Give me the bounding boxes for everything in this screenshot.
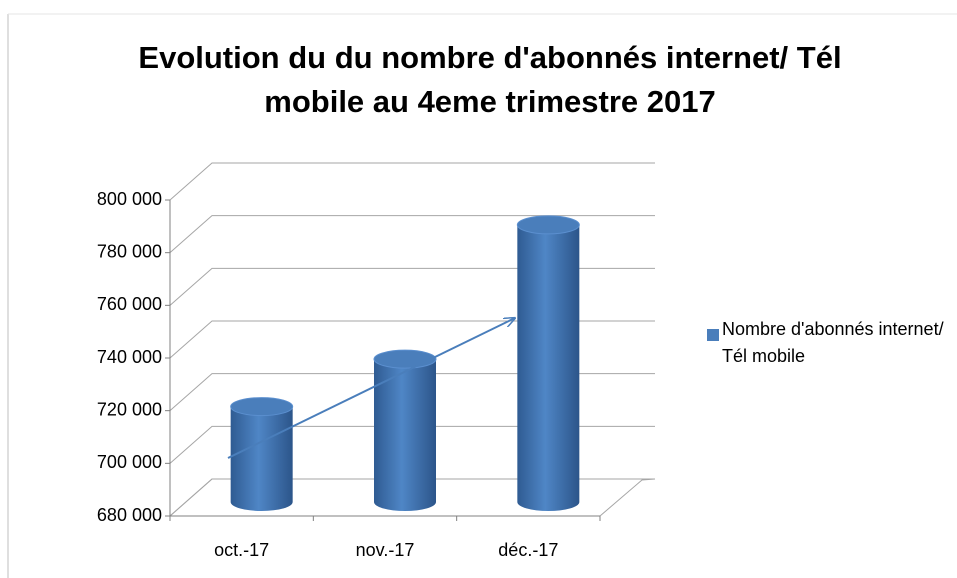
grid-line (169, 267, 655, 306)
grid-line (169, 478, 655, 517)
cylinder-top (516, 215, 580, 235)
y-tick-label: 700 000 (97, 452, 162, 472)
y-tick-label: 740 000 (97, 347, 162, 367)
x-tick-label: nov.-17 (356, 540, 415, 560)
cylinder-top (373, 349, 437, 369)
grid-line (169, 162, 655, 201)
legend-swatch (707, 329, 719, 341)
x-tick-label: déc.-17 (498, 540, 558, 560)
y-tick-label: 720 000 (97, 399, 162, 419)
grid-line (169, 215, 655, 254)
chart-title: Evolution du du nombre d'abonnés interne… (138, 40, 842, 119)
cylinder (374, 359, 436, 511)
grid-line (169, 373, 655, 412)
plot-area: 680 000 700 000 720 000 740 000 760 000 780 0… (97, 162, 656, 560)
y-tick-label: 760 000 (97, 294, 162, 314)
y-tick-label: 680 000 (97, 505, 162, 525)
y-tick-label: 800 000 (97, 189, 162, 209)
trend-arrow (227, 318, 515, 459)
legend: Nombre d'abonnés internet/ Tél mobile (707, 316, 947, 370)
x-tick-label: oct.-17 (214, 540, 269, 560)
cylinder (230, 406, 293, 511)
y-tick-label: 780 000 (97, 241, 162, 261)
legend-label: Nombre d'abonnés internet/ Tél mobile (722, 319, 944, 366)
grid-line (169, 425, 655, 464)
cylinder (517, 224, 580, 511)
cylinder-top (230, 397, 294, 417)
